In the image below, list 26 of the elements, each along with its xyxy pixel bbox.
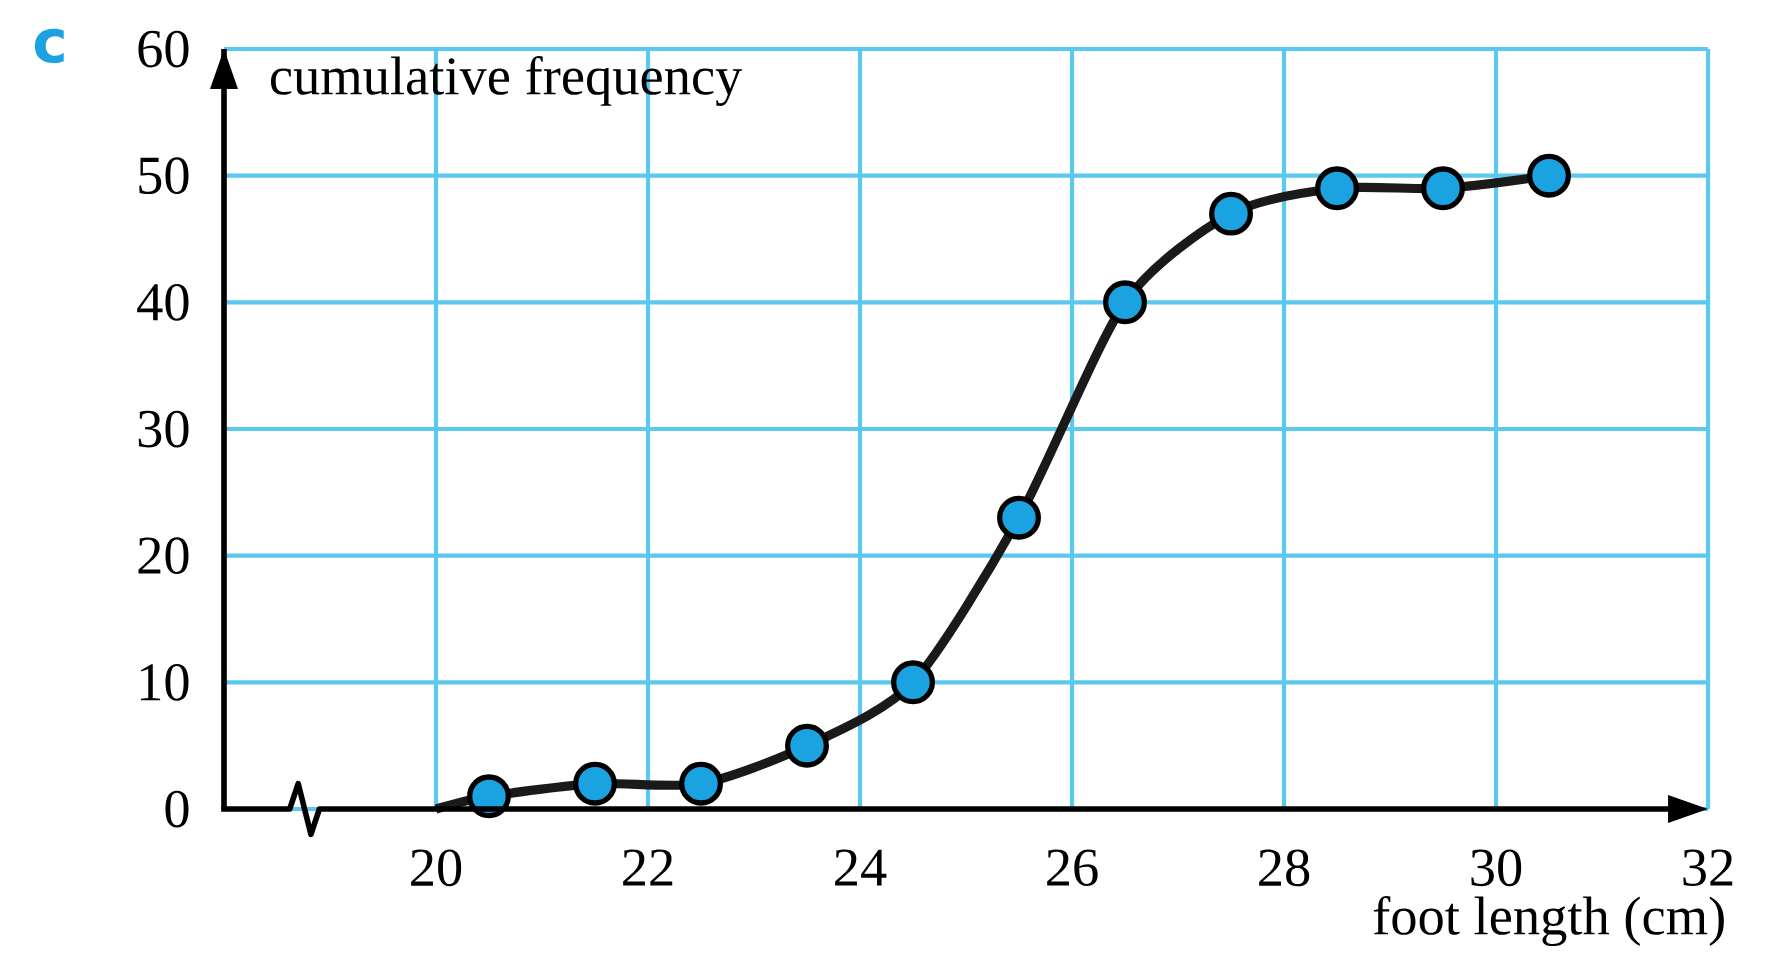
point xyxy=(573,761,617,806)
y-tick-label: 0 xyxy=(165,790,189,828)
x-axis-title: foot length (cm) xyxy=(1373,895,1724,947)
point xyxy=(891,660,935,705)
y-tick-label: 40 xyxy=(137,283,189,321)
y-tick-label: 20 xyxy=(138,537,189,575)
x-tick-label: 22 xyxy=(623,849,673,886)
point xyxy=(679,761,723,806)
point xyxy=(785,723,829,768)
y-tick-label: 60 xyxy=(138,30,189,68)
text: c xyxy=(34,28,64,64)
x-tick-label: 26 xyxy=(1047,849,1098,887)
point xyxy=(997,495,1041,540)
y-tick-label: 50 xyxy=(139,157,189,195)
y-tick-label: 10 xyxy=(140,663,189,701)
point xyxy=(1209,191,1253,236)
x-tick-label: 32 xyxy=(1683,849,1733,887)
x-tick-label: 28 xyxy=(1259,849,1310,887)
point xyxy=(1315,166,1359,211)
x-tick-label: 24 xyxy=(835,849,887,886)
x-tick-label: 20 xyxy=(411,849,462,887)
point xyxy=(1527,153,1571,198)
y-tick-label: 30 xyxy=(138,410,189,448)
x-tick-label: 30 xyxy=(1471,849,1522,887)
point xyxy=(1421,166,1465,211)
point xyxy=(1103,280,1147,325)
